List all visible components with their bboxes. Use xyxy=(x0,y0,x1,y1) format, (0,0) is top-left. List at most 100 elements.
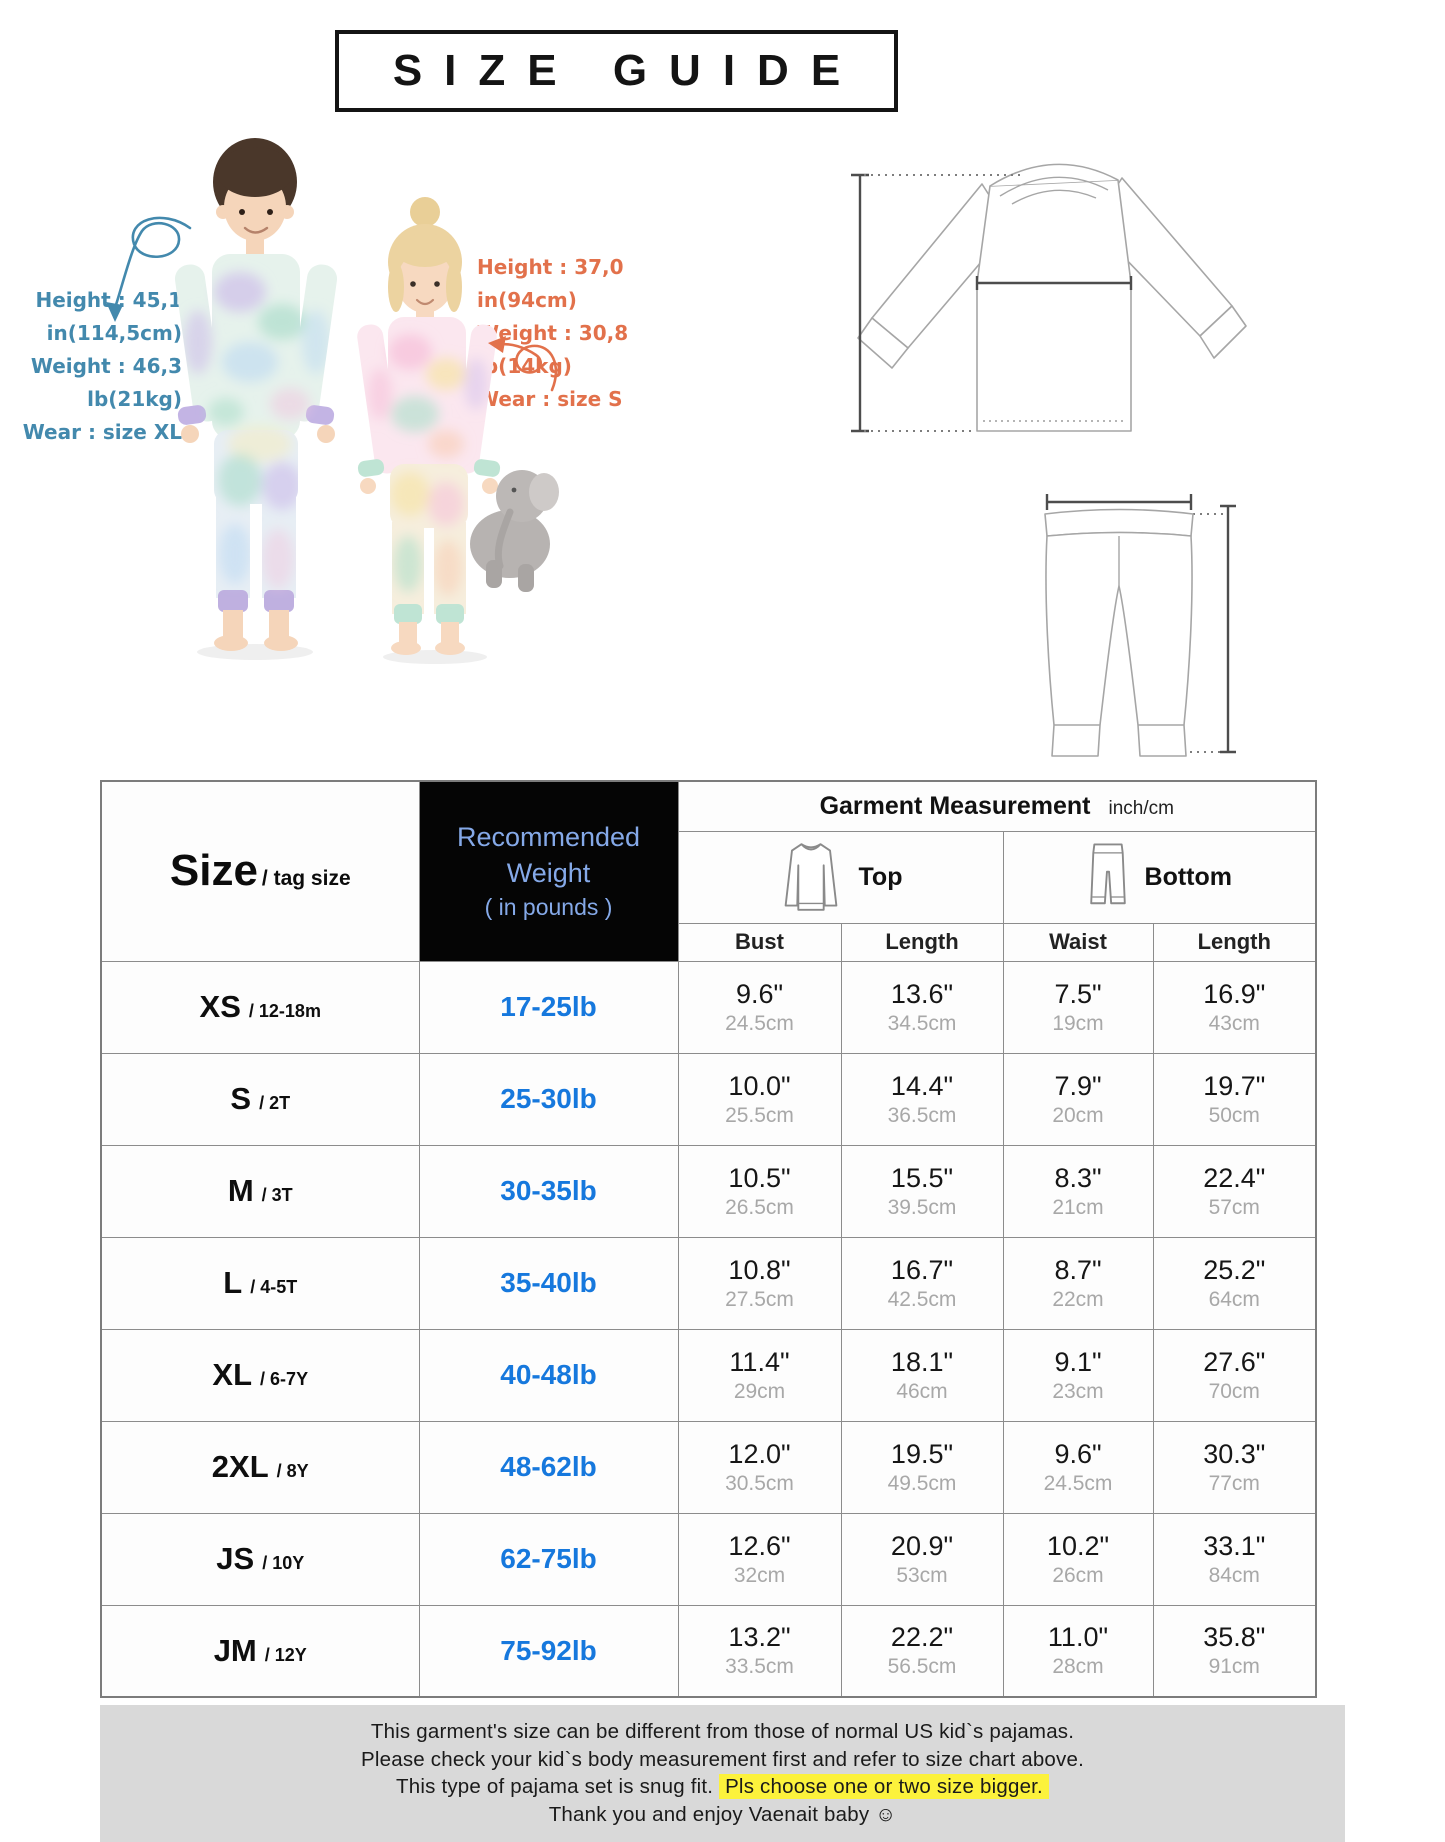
bust-cell: 9.6" 24.5cm xyxy=(677,960,842,1054)
footer-note: This garment's size can be different fro… xyxy=(100,1705,1345,1842)
top-length-cell: 13.6" 34.5cm xyxy=(840,960,1004,1054)
waist-cell: 7.9" 20cm xyxy=(1002,1052,1154,1146)
weight-cell: 17-25lb xyxy=(418,960,679,1054)
size-header-title: Size xyxy=(169,846,258,896)
bust-cell: 10.5" 26.5cm xyxy=(677,1144,842,1238)
size-column-header: Size / tag size xyxy=(100,780,420,962)
col-header-bottom-length: Length xyxy=(1152,922,1317,962)
waist-cell: 7.5" 19cm xyxy=(1002,960,1154,1054)
size-cell: M/ 3T xyxy=(100,1144,420,1238)
weight-cell: 62-75lb xyxy=(418,1512,679,1606)
size-cell: 2XL/ 8Y xyxy=(100,1420,420,1514)
top-length-cell: 20.9" 53cm xyxy=(840,1512,1004,1606)
top-length-cell: 19.5" 49.5cm xyxy=(840,1420,1004,1514)
col-header-top-length: Length xyxy=(840,922,1004,962)
waist-cell: 10.2" 26cm xyxy=(1002,1512,1154,1606)
recommended-weight-header: Recommended Weight ( in pounds ) xyxy=(418,780,679,962)
table-row: M/ 3T 30-35lb 10.5" 26.5cm 15.5" 39.5cm 8.… xyxy=(100,1144,1317,1238)
loop-arrow-icon xyxy=(106,216,192,322)
size-cell: JM/ 12Y xyxy=(100,1604,420,1698)
waist-cell: 8.3" 21cm xyxy=(1002,1144,1154,1238)
table-row: L/ 4-5T 35-40lb 10.8" 27.5cm 16.7" 42.5cm … xyxy=(100,1236,1317,1330)
pants-icon xyxy=(1089,843,1126,905)
garment-diagrams xyxy=(851,163,1247,757)
weight-cell: 25-30lb xyxy=(418,1052,679,1146)
top-length-cell: 18.1" 46cm xyxy=(840,1328,1004,1422)
footer-line-2: Please check your kid`s body measurement… xyxy=(361,1747,1084,1771)
page-title-box: SIZE GUIDE xyxy=(335,30,898,112)
weight-header-line1: Recommended xyxy=(456,822,641,853)
shirt-diagram xyxy=(851,163,1247,433)
col-header-bust: Bust xyxy=(677,922,842,962)
left-model-height: Height : 45,1 in(114,5cm) xyxy=(35,288,182,345)
footer-line-3: This type of pajama set is snug fit. Pls… xyxy=(100,1773,1345,1801)
top-length-cell: 16.7" 42.5cm xyxy=(840,1236,1004,1330)
elephant-plush xyxy=(470,470,559,592)
waist-cell: 11.0" 28cm xyxy=(1002,1604,1154,1698)
tag-size-header: / tag size xyxy=(261,867,351,891)
size-table: Size / tag size Recommended Weight ( in p… xyxy=(100,780,1318,1698)
size-cell: S/ 2T xyxy=(100,1052,420,1146)
table-row: 2XL/ 8Y 48-62lb 12.0" 30.5cm 19.5" 49.5cm … xyxy=(100,1420,1317,1514)
footer-line-1: This garment's size can be different fro… xyxy=(370,1720,1075,1743)
bottom-length-cell: 22.4" 57cm xyxy=(1152,1144,1317,1238)
col-header-waist: Waist xyxy=(1002,922,1154,962)
weight-cell: 35-40lb xyxy=(418,1236,679,1330)
right-model-wear: Wear : size S xyxy=(477,387,623,411)
table-row: XS/ 12-18m 17-25lb 9.6" 24.5cm 13.6" 34.5c… xyxy=(100,960,1317,1054)
bottom-length-cell: 25.2" 64cm xyxy=(1152,1236,1317,1330)
size-cell: XL/ 6-7Y xyxy=(100,1328,420,1422)
waist-cell: 9.1" 23cm xyxy=(1002,1328,1154,1422)
weight-cell: 40-48lb xyxy=(418,1328,679,1422)
bottom-length-cell: 27.6" 70cm xyxy=(1152,1328,1317,1422)
bottom-length-cell: 33.1" 84cm xyxy=(1152,1512,1317,1606)
page-title: SIZE GUIDE xyxy=(392,46,863,95)
table-row: JM/ 12Y 75-92lb 13.2" 33.5cm 22.2" 56.5cm … xyxy=(100,1604,1317,1698)
bottom-length-cell: 19.7" 50cm xyxy=(1152,1052,1317,1146)
top-length-cell: 15.5" 39.5cm xyxy=(840,1144,1004,1238)
boy-figure xyxy=(174,138,338,651)
pants-diagram xyxy=(1044,494,1236,757)
bottom-length-cell: 35.8" 91cm xyxy=(1152,1604,1317,1698)
bust-cell: 12.0" 30.5cm xyxy=(677,1420,842,1514)
weight-header-line3: ( in pounds ) xyxy=(484,894,613,921)
size-cell: XS/ 12-18m xyxy=(100,960,420,1054)
weight-cell: 48-62lb xyxy=(418,1420,679,1514)
boy-tiedye-pattern xyxy=(184,272,330,589)
girl-figure xyxy=(357,197,501,655)
girl-tiedye-pattern xyxy=(368,334,488,596)
top-length-cell: 22.2" 56.5cm xyxy=(840,1604,1004,1698)
left-model-weight: Weight : 46,3 lb(21kg) xyxy=(30,354,182,411)
right-model-height: Height : 37,0 in(94cm) xyxy=(477,255,624,312)
left-model-wear: Wear : size XL xyxy=(22,420,182,444)
size-cell: L/ 4-5T xyxy=(100,1236,420,1330)
highlighted-note: Pls choose one or two size bigger. xyxy=(719,1774,1049,1799)
table-row: XL/ 6-7Y 40-48lb 11.4" 29cm 18.1" 46cm 9.1… xyxy=(100,1328,1317,1422)
curl-arrow-icon xyxy=(488,336,558,392)
top-length-cell: 14.4" 36.5cm xyxy=(840,1052,1004,1146)
weight-cell: 75-92lb xyxy=(418,1604,679,1698)
waist-cell: 8.7" 22cm xyxy=(1002,1236,1154,1330)
shirt-icon xyxy=(784,843,837,911)
weight-header-line2: Weight xyxy=(506,858,591,889)
bottom-group-header: Bottom xyxy=(1002,830,1317,924)
bottom-length-cell: 16.9" 43cm xyxy=(1152,960,1317,1054)
garment-measurement-header: Garment Measurement inch/cm xyxy=(677,780,1317,832)
bust-cell: 10.8" 27.5cm xyxy=(677,1236,842,1330)
footer-line-4: Thank you and enjoy Vaenait baby ☺ xyxy=(548,1802,897,1826)
bust-cell: 12.6" 32cm xyxy=(677,1512,842,1606)
waist-cell: 9.6" 24.5cm xyxy=(1002,1420,1154,1514)
top-group-header: Top xyxy=(677,830,1004,924)
bottom-length-cell: 30.3" 77cm xyxy=(1152,1420,1317,1514)
weight-cell: 30-35lb xyxy=(418,1144,679,1238)
table-row: S/ 2T 25-30lb 10.0" 25.5cm 14.4" 36.5cm 7.… xyxy=(100,1052,1317,1146)
bust-cell: 10.0" 25.5cm xyxy=(677,1052,842,1146)
bust-cell: 13.2" 33.5cm xyxy=(677,1604,842,1698)
left-model-annotation: Height : 45,1 in(114,5cm) Weight : 46,3 … xyxy=(0,284,182,449)
bust-cell: 11.4" 29cm xyxy=(677,1328,842,1422)
unit-note: inch/cm xyxy=(1108,797,1174,819)
size-cell: JS/ 10Y xyxy=(100,1512,420,1606)
table-row: JS/ 10Y 62-75lb 12.6" 32cm 20.9" 53cm 10.2… xyxy=(100,1512,1317,1606)
kids-photo xyxy=(106,138,559,664)
